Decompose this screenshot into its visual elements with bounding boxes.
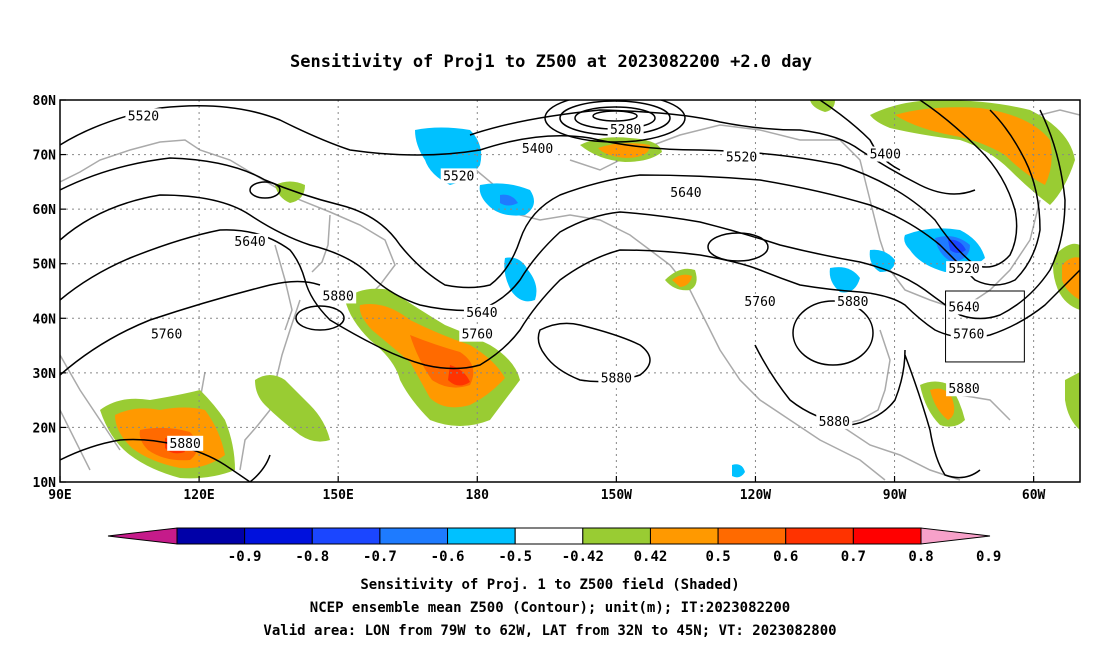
colorbar-segment	[176, 527, 246, 545]
contour-label-bg	[946, 261, 983, 277]
contour-label: 5760	[744, 295, 775, 310]
colorbar-label: -0.9	[228, 549, 262, 565]
caption-line-1: Sensitivity of Proj. 1 to Z500 field (Sh…	[360, 577, 739, 593]
contour-label: 5640	[670, 186, 701, 201]
colorbar-label: 0.6	[773, 549, 798, 565]
contour-label-bg	[816, 413, 853, 429]
colorbar-segment	[717, 527, 787, 545]
contour-label: 5760	[462, 328, 493, 343]
contour-label: 5640	[948, 300, 979, 315]
colorbar-segment	[379, 527, 449, 545]
contour-label: 5640	[466, 306, 497, 321]
lat-tick-label: 50N	[33, 258, 57, 273]
contour-labels: 5520 5400 5280 5520 5520 5400 5640 5640 5880 5640…	[125, 108, 987, 452]
colorbar-label: -0.5	[498, 549, 532, 565]
shaded-sensitivity	[100, 100, 1080, 479]
plot-frame	[59, 99, 1081, 483]
contour-label-bg	[463, 304, 500, 320]
caption-line-3: Valid area: LON from 79W to 62W, LAT fro…	[263, 623, 836, 639]
colorbar-segment	[244, 527, 313, 545]
map-gridlines	[60, 100, 1080, 482]
contour-label-bg	[232, 233, 269, 249]
lat-tick-label: 70N	[33, 149, 57, 164]
lon-tick-label: 90W	[883, 488, 907, 503]
lat-tick-label: 30N	[33, 367, 57, 382]
contour-label: 5880	[948, 382, 979, 397]
colorbar-label: -0.8	[295, 549, 329, 565]
contour-label-bg	[519, 141, 556, 157]
colorbar-label: -0.6	[431, 549, 465, 565]
colorbar-segment	[311, 527, 381, 545]
contour-label-bg	[950, 326, 987, 342]
contour-label-bg	[723, 149, 760, 165]
contour-label-bg	[946, 381, 983, 397]
contour-label-bg	[598, 370, 635, 386]
colorbar-segment	[852, 527, 922, 545]
lon-tick-label: 150W	[601, 488, 632, 503]
colorbar-label: -0.7	[363, 549, 397, 565]
contour-label: 5520	[443, 169, 474, 184]
contour-label: 5280	[610, 123, 641, 138]
contour-label-bg	[946, 299, 983, 315]
contour-label-bg	[440, 168, 477, 184]
colorbar-label: 0.8	[908, 549, 933, 565]
contour-label-bg	[667, 184, 704, 200]
contour-label-bg	[867, 146, 904, 162]
contour-label: 5760	[151, 328, 182, 343]
lat-tick-label: 60N	[33, 203, 57, 218]
figure-title: Sensitivity of Proj1 to Z500 at 20230822…	[290, 52, 812, 72]
valid-area-box	[945, 290, 1025, 363]
lat-tick-label: 40N	[33, 312, 57, 327]
lon-tick-label: 150E	[323, 488, 354, 503]
contour-label: 5640	[234, 235, 265, 250]
contour-label: 5520	[128, 109, 159, 124]
lat-tick-label: 80N	[33, 94, 57, 109]
lon-tick-label: 90E	[48, 488, 71, 503]
lon-tick-label: 120E	[183, 488, 214, 503]
lon-tick-label: 180	[466, 488, 490, 503]
contour-label-bg	[167, 435, 204, 451]
colorbar: -0.9 -0.8 -0.7 -0.6 -0.5 -0.42 0.42 0.5 0.6 0.7 0.…	[107, 527, 1001, 565]
contour-label: 5520	[726, 150, 757, 165]
contour-label: 5880	[819, 415, 850, 430]
colorbar-label: 0.42	[634, 549, 668, 565]
contour-label-bg	[320, 288, 357, 304]
contour-label: 5880	[837, 295, 868, 310]
contour-label: 5400	[522, 142, 553, 157]
colorbar-high-arrow	[920, 527, 991, 545]
contour-label-bg	[148, 326, 185, 342]
lon-tick-label: 60W	[1022, 488, 1046, 503]
colorbar-label: -0.42	[562, 549, 604, 565]
colorbar-segment	[582, 527, 651, 545]
colorbar-label: 0.7	[841, 549, 866, 565]
lat-tick-label: 10N	[33, 476, 57, 491]
plot-area: 5520 5400 5280 5520 5520 5400 5640 5640 5880 5640…	[60, 100, 1080, 482]
colorbar-label: 0.5	[705, 549, 730, 565]
contour-label-bg	[834, 293, 871, 309]
colorbar-segment	[447, 527, 516, 545]
contour-label-bg	[125, 108, 162, 124]
contour-label: 5880	[170, 437, 201, 452]
contour-label: 5400	[870, 148, 901, 163]
colorbar-segment	[785, 527, 854, 545]
lon-tick-label: 120W	[740, 488, 771, 503]
lat-tick-label: 20N	[33, 421, 57, 436]
z500-contours	[60, 100, 1080, 482]
contour-label-bg	[607, 122, 644, 138]
contour-label: 5880	[323, 289, 354, 304]
colorbar-label: 0.9	[976, 549, 1001, 565]
contour-label: 5760	[953, 328, 984, 343]
colorbar-segment	[514, 527, 584, 545]
map-axes: 90E 120E 150E 180 150W 120W 90W 60W 80N 70N 60N 50N…	[33, 94, 1046, 503]
colorbar-low-arrow	[107, 527, 178, 545]
contour-label-bg	[459, 326, 496, 342]
contour-label: 5520	[948, 262, 979, 277]
colorbar-segment	[649, 527, 719, 545]
caption-line-2: NCEP ensemble mean Z500 (Contour); unit(…	[310, 600, 790, 616]
contour-label: 5880	[601, 371, 632, 386]
contour-label-bg	[742, 293, 779, 309]
